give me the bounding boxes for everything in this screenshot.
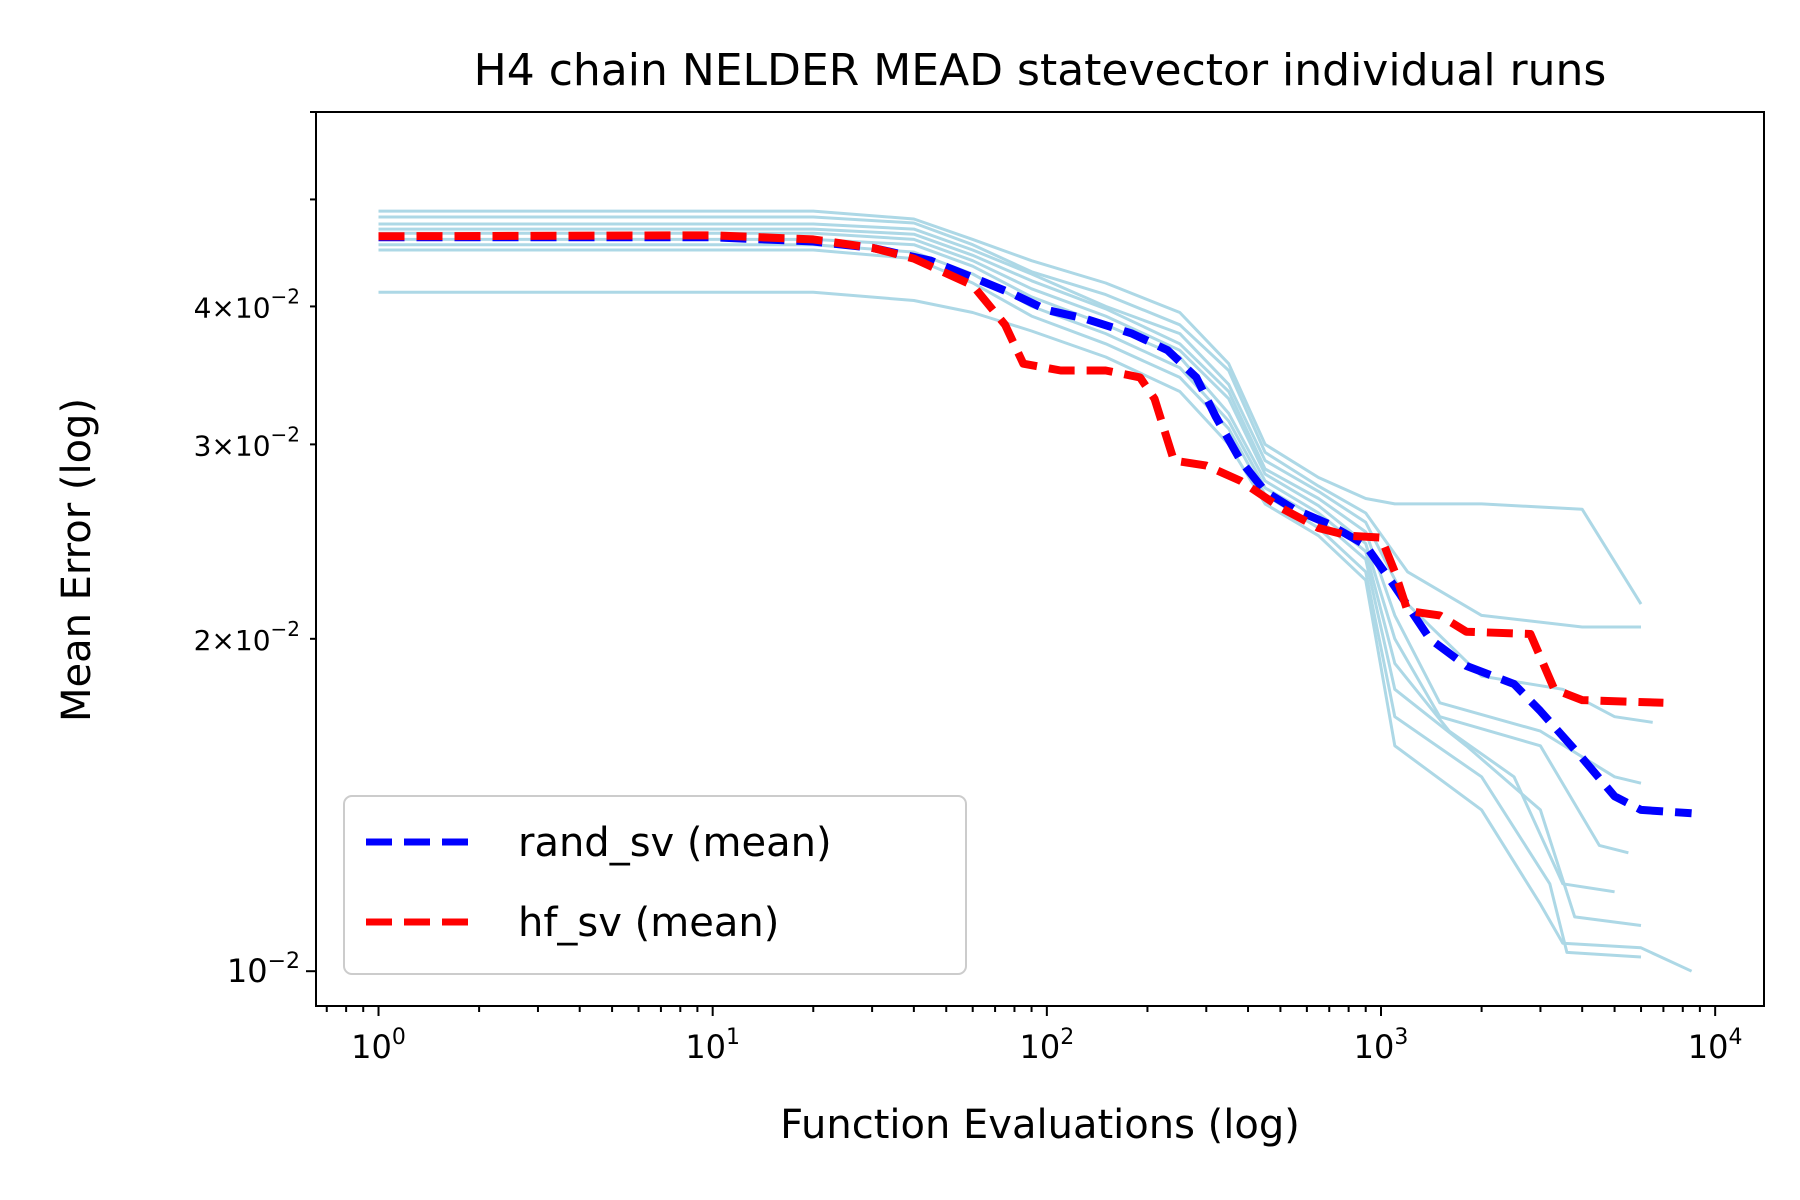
legend-label-rand: rand_sv (mean): [518, 820, 832, 866]
x-axis: 100 101 102 103 104: [325, 1006, 1743, 1066]
run-line-6: [378, 243, 1642, 927]
run-line-1: [378, 215, 1641, 629]
y-tick-label-0: 10−2: [227, 949, 300, 990]
run-line-4: [378, 231, 1629, 855]
x-tick-label-0: 100: [351, 1025, 406, 1066]
run-line-7: [378, 248, 1642, 959]
y-tick-label-3: 4×10−2: [194, 284, 300, 324]
chart-title: H4 chain NELDER MEAD statevector individ…: [474, 45, 1607, 96]
legend-box: [343, 795, 967, 975]
run-line-5: [378, 237, 1615, 894]
y-tick-label-1: 2×10−2: [194, 617, 300, 657]
x-tick-label-1: 101: [685, 1025, 740, 1066]
run-line-8: [378, 290, 1693, 973]
run-line-3: [378, 227, 1642, 785]
y-axis: 10−2 2×10−2 3×10−2 4×10−2: [194, 111, 316, 990]
x-tick-label-4: 104: [1688, 1025, 1743, 1066]
mean-line-rand: [378, 233, 1692, 818]
x-tick-label-3: 103: [1354, 1025, 1409, 1066]
x-axis-label: Function Evaluations (log): [780, 1102, 1300, 1148]
plot-frame: [315, 111, 1765, 1007]
run-line-2: [378, 222, 1653, 724]
mean-line-hf: [378, 231, 1664, 707]
y-axis-label: Mean Error (log): [54, 398, 100, 722]
mean-series: [378, 231, 1692, 818]
x-tick-label-2: 102: [1019, 1025, 1074, 1066]
legend-label-hf: hf_sv (mean): [518, 900, 779, 946]
run-line-0: [378, 209, 1643, 605]
y-tick-label-2: 3×10−2: [194, 422, 300, 462]
individual-runs: [378, 209, 1693, 973]
legend: rand_sv (mean) hf_sv (mean): [343, 795, 967, 975]
